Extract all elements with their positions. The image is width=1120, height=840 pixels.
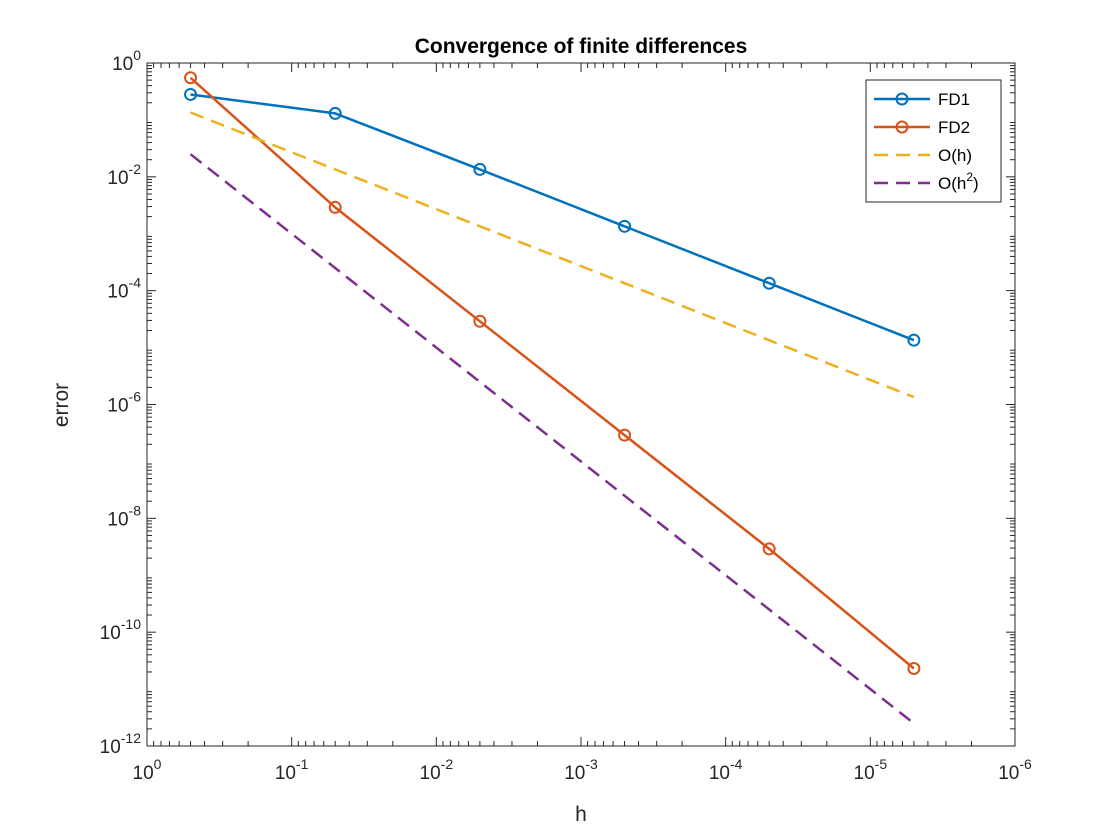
x-tick-exponent: -5 <box>875 756 888 772</box>
legend-swatch-marker <box>895 92 909 106</box>
x-tick-exponent: -2 <box>441 756 454 772</box>
series-line-fd1 <box>190 93 915 342</box>
legend-box <box>865 79 1002 203</box>
x-tick-base: 10 <box>998 763 1019 784</box>
chart-title: Convergence of finite differences <box>415 35 748 58</box>
x-tick-base: 10 <box>133 763 154 784</box>
legend-label-sup: 2 <box>966 170 973 184</box>
y-tick-base: 10 <box>100 623 121 644</box>
x-tick-base: 10 <box>564 763 585 784</box>
data-point-fd2 <box>184 71 198 85</box>
y-tick-exponent: -10 <box>121 616 141 632</box>
x-tick-label: 10-5 <box>854 756 888 784</box>
y-tick-exponent: -4 <box>129 275 142 291</box>
legend-label-main: O(h) <box>938 146 972 165</box>
data-point-fd2 <box>328 200 342 214</box>
legend-label: FD2 <box>938 118 970 137</box>
data-point-fd2 <box>618 428 632 442</box>
x-axis-label: h <box>575 803 587 826</box>
y-tick-label: 10-2 <box>107 161 141 189</box>
x-tick-base: 10 <box>275 763 296 784</box>
x-tick-label: 10-1 <box>275 756 309 784</box>
x-tick-base: 10 <box>854 763 875 784</box>
y-tick-base: 10 <box>107 509 128 530</box>
x-tick-label: 10-4 <box>709 756 743 784</box>
data-point-fd1 <box>184 87 198 101</box>
series-line-oh <box>190 111 915 399</box>
data-point-fd1 <box>473 162 487 176</box>
x-tick-label: 10-6 <box>998 756 1032 784</box>
data-point-fd1 <box>328 106 342 120</box>
y-tick-exponent: -8 <box>129 502 142 518</box>
x-tick-exponent: -3 <box>585 756 598 772</box>
axes-group: 100 10-1 10-2 10-3 10-4 10-5 10-610010-210-410… <box>100 47 1032 784</box>
y-tick-base: 10 <box>107 168 128 189</box>
y-tick-base: 10 <box>107 282 128 303</box>
x-tick-exponent: -4 <box>730 756 743 772</box>
x-tick-base: 10 <box>709 763 730 784</box>
legend-label: O(h) <box>938 146 972 165</box>
y-tick-label: 10-4 <box>107 275 141 303</box>
x-tick-exponent: 0 <box>154 756 162 772</box>
legend-label-tail: ) <box>973 174 979 193</box>
series-line-fd2 <box>189 76 915 670</box>
y-axis-label: error <box>50 383 73 427</box>
legend-label-main: FD1 <box>938 90 970 109</box>
legend-swatch-marker <box>895 120 909 134</box>
x-tick-exponent: -1 <box>296 756 309 772</box>
y-tick-label: 10-12 <box>100 730 142 758</box>
x-tick-base: 10 <box>420 763 441 784</box>
data-point-fd2 <box>907 661 921 675</box>
x-tick-exponent: -6 <box>1019 756 1032 772</box>
x-tick-label: 10-2 <box>420 756 454 784</box>
y-tick-base: 10 <box>112 54 133 75</box>
x-tick-label: 10-3 <box>564 756 598 784</box>
data-point-fd1 <box>907 333 921 347</box>
data-point-fd1 <box>618 219 632 233</box>
y-tick-exponent: -2 <box>129 161 142 177</box>
y-tick-exponent: -12 <box>121 730 141 746</box>
legend-label: FD1 <box>938 90 970 109</box>
data-point-fd1 <box>762 276 776 290</box>
y-tick-exponent: 0 <box>133 47 141 63</box>
y-tick-label: 10-6 <box>107 389 141 417</box>
y-tick-base: 10 <box>100 737 121 758</box>
series-group <box>184 71 921 725</box>
legend-label: O(h2) <box>938 170 979 193</box>
legend-label-main: FD2 <box>938 118 970 137</box>
legend-label-main: O(h <box>938 174 966 193</box>
y-tick-exponent: -6 <box>129 389 142 405</box>
axes-frame <box>146 62 1016 747</box>
x-tick-label: 100 <box>133 756 162 784</box>
y-tick-label: 100 <box>112 47 141 75</box>
data-point-fd2 <box>762 542 776 556</box>
y-tick-label: 10-8 <box>107 502 141 530</box>
y-tick-base: 10 <box>107 396 128 417</box>
data-point-fd2 <box>473 314 487 328</box>
y-tick-label: 10-10 <box>100 616 142 644</box>
